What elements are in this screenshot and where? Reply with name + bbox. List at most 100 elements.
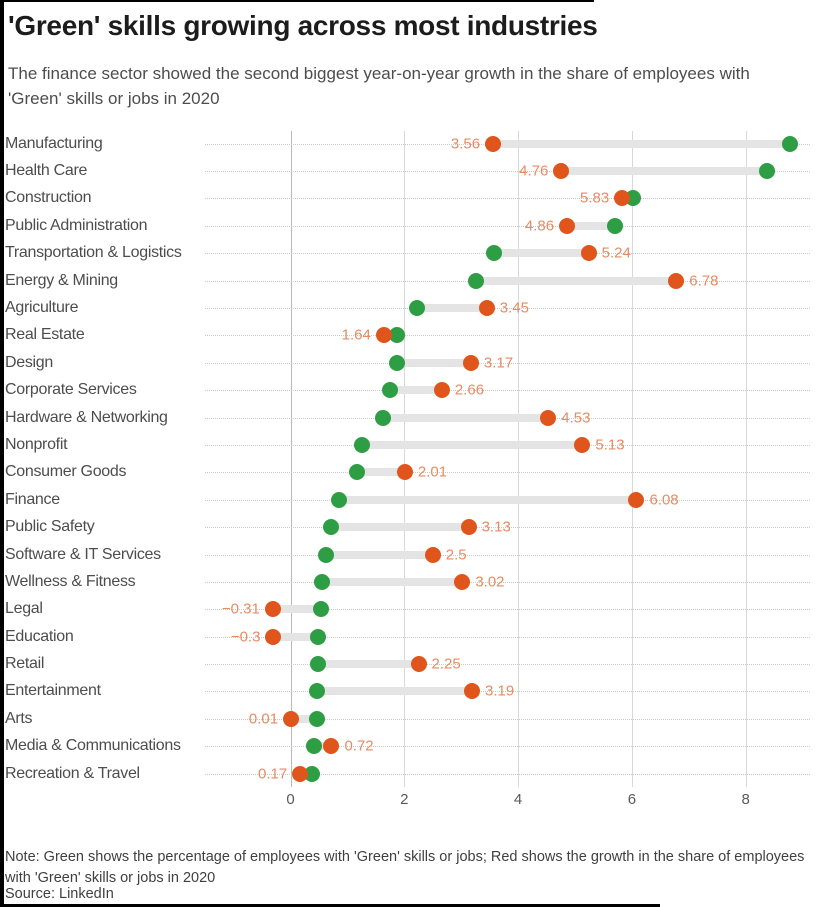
green-dot <box>389 327 406 344</box>
green-dot <box>486 245 503 262</box>
red-value-label: 5.13 <box>595 436 625 454</box>
connector-bar <box>317 660 419 669</box>
row-guide-line <box>205 198 810 200</box>
connector-bar <box>396 358 471 367</box>
red-value-label: 3.13 <box>481 518 511 536</box>
connector-bar <box>561 167 768 176</box>
x-gridline-6 <box>631 131 633 787</box>
red-value-label: 0.17 <box>257 765 288 783</box>
category-label: Corporate Services <box>5 381 137 399</box>
chart-row: Consumer Goods 2.01 <box>0 459 819 486</box>
connector-bar <box>390 386 442 395</box>
window-edge-top <box>0 0 594 2</box>
red-value-label: 0.01 <box>248 710 279 728</box>
chart-row: Construction 5.83 <box>0 185 819 212</box>
red-value-label: −0.31 <box>221 600 260 618</box>
chart-row: Legal −0.31 <box>0 596 819 623</box>
row-guide-line <box>205 718 810 720</box>
category-label: Hardware & Networking <box>5 408 168 426</box>
green-dot <box>312 601 329 618</box>
green-dot <box>309 710 326 727</box>
chart-row: Entertainment 3.19 <box>0 678 819 705</box>
chart-row: Education −0.3 <box>0 623 819 650</box>
red-dot <box>553 163 570 180</box>
category-label: Real Estate <box>5 326 85 344</box>
connector-bar <box>273 632 318 641</box>
window-edge-left <box>0 0 4 907</box>
x-tick-label: 4 <box>513 791 523 808</box>
green-dot <box>306 738 323 755</box>
green-dot <box>322 519 339 536</box>
red-dot <box>433 382 450 399</box>
category-label: Design <box>5 353 54 371</box>
x-tick-label: 2 <box>400 791 409 808</box>
red-value-label: 2.66 <box>454 381 485 399</box>
red-dot <box>574 436 591 453</box>
category-label: Finance <box>5 490 60 508</box>
red-value-label: 3.19 <box>485 682 515 700</box>
red-value-label: 1.64 <box>341 326 371 344</box>
chart-row: Recreation & Travel 0.17 <box>0 760 819 787</box>
connector-bar <box>322 577 463 586</box>
red-dot <box>628 491 645 508</box>
chart-row: Hardware & Networking 4.53 <box>0 404 819 431</box>
red-dot <box>292 765 309 782</box>
connector-bar <box>326 550 433 559</box>
chart-row: Real Estate 1.64 <box>0 322 819 349</box>
connector-bar <box>475 276 677 285</box>
row-guide-line <box>205 664 810 666</box>
green-dot <box>374 409 391 426</box>
green-dot <box>309 683 326 700</box>
red-dot <box>460 519 477 536</box>
x-tick-label: 6 <box>627 791 637 808</box>
red-value-label: 2.5 <box>445 546 467 564</box>
green-dot <box>309 656 326 673</box>
connector-bar <box>382 413 549 422</box>
red-value-label: 2.25 <box>431 655 461 673</box>
category-label: Transportation & Logistics <box>5 244 182 262</box>
red-value-label: 6.08 <box>649 491 679 509</box>
category-label: Construction <box>5 189 92 207</box>
connector-bar <box>317 687 472 696</box>
row-guide-line <box>205 362 810 364</box>
red-value-label: 5.24 <box>601 244 631 262</box>
green-dot <box>382 382 399 399</box>
green-dot <box>759 163 776 180</box>
window-edge-bottom <box>0 904 660 907</box>
red-value-label: 0.72 <box>344 737 374 755</box>
red-value-label: 3.17 <box>483 354 514 372</box>
chart-row: Nonprofit 5.13 <box>0 431 819 458</box>
connector-bar <box>362 440 583 449</box>
connector-bar <box>567 221 615 230</box>
green-dot <box>467 272 484 289</box>
chart-row: Public Administration 4.86 <box>0 212 819 239</box>
chart-subtitle: The finance sector showed the second big… <box>8 64 750 108</box>
x-gridline-4 <box>518 131 520 787</box>
chart-row: Corporate Services 2.66 <box>0 377 819 404</box>
connector-bar <box>494 249 589 258</box>
red-dot <box>323 738 340 755</box>
red-dot <box>375 327 392 344</box>
category-label: Software & IT Services <box>5 545 161 563</box>
green-dot <box>318 546 335 563</box>
red-dot <box>410 656 427 673</box>
connector-bar <box>314 742 332 751</box>
category-label: Entertainment <box>5 682 101 700</box>
connector-bar <box>272 605 321 614</box>
red-value-label: 2.01 <box>417 463 448 481</box>
row-guide-line <box>205 390 810 392</box>
connector-bar <box>330 523 469 532</box>
category-label: Arts <box>5 709 33 727</box>
category-label: Health Care <box>5 162 88 180</box>
x-gridline-2 <box>404 131 406 787</box>
x-tick-label: 8 <box>741 791 750 808</box>
red-dot <box>424 546 441 563</box>
red-dot <box>580 245 597 262</box>
chart-row: Media & Communications 0.72 <box>0 733 819 760</box>
x-tick-label: 0 <box>286 791 295 808</box>
red-value-label: 3.56 <box>450 135 481 153</box>
red-dot <box>464 683 480 700</box>
red-dot <box>540 409 557 426</box>
green-dot <box>330 491 347 508</box>
